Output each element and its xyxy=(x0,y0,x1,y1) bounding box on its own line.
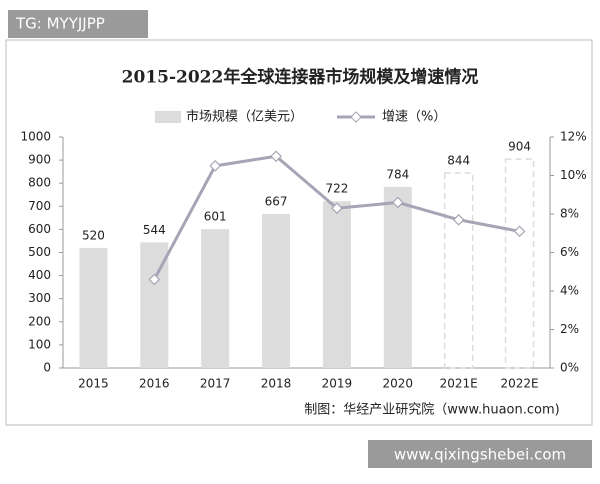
legend-label: 市场规模（亿美元） xyxy=(186,109,303,125)
watermark-box xyxy=(368,440,592,468)
x-tick-label: 2020 xyxy=(383,377,414,391)
line-marker xyxy=(391,196,404,209)
value-label: 520 xyxy=(82,228,105,242)
y-tick-label: 200 xyxy=(28,314,51,328)
y-tick-label: 900 xyxy=(28,153,51,167)
y-tick-label: 800 xyxy=(28,176,51,190)
legend-swatch xyxy=(155,111,181,123)
x-tick-label: 2019 xyxy=(322,377,353,391)
source: 制图：华经产业研究院（www.huaon.com) xyxy=(304,403,559,418)
y2-tick-label: 12% xyxy=(560,130,587,144)
watermark: TG: MYYJJPP xyxy=(15,15,105,33)
chart-title: 2015-2022年全球连接器市场规模及增速情况 xyxy=(122,67,479,88)
value-label: 844 xyxy=(447,154,470,168)
y-tick-label: 100 xyxy=(28,337,51,351)
y2-tick-label: 10% xyxy=(560,168,587,182)
value-label: 784 xyxy=(386,167,409,181)
bar xyxy=(443,172,474,369)
legend-swatch xyxy=(350,111,362,123)
line-marker xyxy=(452,213,465,226)
bar xyxy=(201,229,230,368)
bar xyxy=(262,213,291,368)
y2-tick-label: 0% xyxy=(560,361,579,375)
watermark: www.qixingshebei.com xyxy=(394,446,566,464)
y-tick-label: 300 xyxy=(28,291,51,305)
y-tick-label: 400 xyxy=(28,268,51,282)
x-tick-label: 2017 xyxy=(200,377,231,391)
y2-tick-label: 6% xyxy=(560,245,579,259)
value-label: 722 xyxy=(325,182,348,196)
x-tick-label: 2015 xyxy=(78,377,109,391)
x-tick-label: 2016 xyxy=(139,377,170,391)
bar xyxy=(79,247,108,368)
bar xyxy=(383,186,412,368)
y-tick-label: 600 xyxy=(28,222,51,236)
legend-label: 增速（%） xyxy=(382,110,446,125)
y-tick-label: 500 xyxy=(28,245,51,259)
bar xyxy=(504,158,535,369)
y2-tick-label: 2% xyxy=(560,322,579,336)
value-label: 601 xyxy=(204,210,227,224)
line-marker xyxy=(331,202,343,215)
y-tick-label: 700 xyxy=(28,199,51,213)
bar xyxy=(322,201,351,368)
value-label: 904 xyxy=(508,140,531,154)
y-tick-label: 1000 xyxy=(20,130,51,144)
line-marker xyxy=(270,150,282,163)
line-marker xyxy=(148,273,161,286)
y2-tick-label: 8% xyxy=(560,207,579,221)
value-label: 544 xyxy=(143,223,166,237)
value-label: 667 xyxy=(265,194,288,208)
y-tick-label: 0 xyxy=(43,361,51,375)
y2-tick-label: 4% xyxy=(560,284,579,298)
watermark-box xyxy=(8,10,148,38)
line-marker xyxy=(209,160,222,172)
x-tick-label: 2022E xyxy=(501,377,539,391)
x-tick-label: 2018 xyxy=(261,377,292,391)
line-marker xyxy=(513,225,526,238)
x-tick-label: 2021E xyxy=(440,377,478,391)
